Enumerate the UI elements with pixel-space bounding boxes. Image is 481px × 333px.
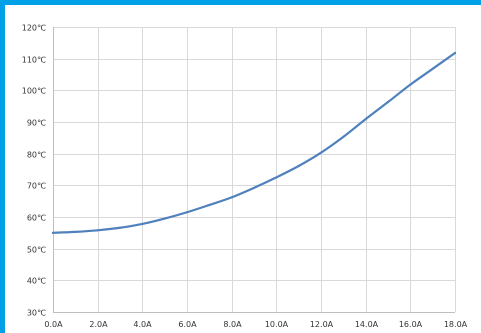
- y-tick-label: 110℃: [22, 56, 46, 65]
- data-point: [275, 176, 278, 179]
- data-point: [342, 135, 345, 138]
- x-tick-label: 8.0A: [223, 320, 242, 329]
- chart-frame: 30℃ 40℃ 50℃ 60℃ 70℃ 80℃ 90℃ 100℃ 110℃ 120℃ 0.0A 2.…: [5, 5, 481, 333]
- y-tick-label: 50℃: [27, 246, 46, 255]
- data-point: [96, 229, 99, 232]
- data-point: [252, 186, 256, 189]
- data-point: [163, 217, 166, 220]
- data-point: [431, 67, 434, 70]
- data-point: [409, 83, 412, 86]
- data-point: [364, 118, 367, 121]
- series-line: [51, 51, 457, 234]
- y-tick-label: 90℃: [27, 119, 46, 128]
- data-point: [74, 230, 77, 233]
- data-point: [185, 211, 189, 214]
- x-tick-label: 4.0A: [133, 320, 152, 329]
- data-point: [453, 51, 457, 55]
- x-tick-labels: 0.0A 2.0A 4.0A 6.0A 8.0A 10.0A 12.0A 14.0A 16.0A…: [44, 320, 467, 329]
- data-point: [118, 226, 122, 229]
- y-tick-labels: 30℃ 40℃ 50℃ 60℃ 70℃ 80℃ 90℃ 100℃ 110℃ 120℃: [22, 24, 46, 318]
- data-point: [51, 231, 55, 234]
- series-lines: [51, 51, 457, 234]
- gridlines: [53, 27, 456, 313]
- x-tick-label: 14.0A: [355, 320, 379, 329]
- x-tick-label: 6.0A: [178, 320, 197, 329]
- x-tick-label: 12.0A: [310, 320, 334, 329]
- data-point: [208, 203, 211, 207]
- x-tick-label: 16.0A: [399, 320, 423, 329]
- x-tick-label: 2.0A: [89, 320, 108, 329]
- axes: [53, 27, 455, 313]
- data-point: [386, 100, 390, 104]
- x-tick-label: 18.0A: [444, 320, 468, 329]
- x-tick-label: 10.0A: [265, 320, 289, 329]
- y-tick-label: 120℃: [22, 24, 46, 33]
- data-point: [297, 164, 300, 168]
- y-tick-label: 70℃: [27, 182, 46, 191]
- y-tick-label: 40℃: [27, 277, 46, 286]
- y-tick-label: 30℃: [27, 309, 46, 318]
- data-point: [230, 196, 233, 199]
- data-point: [319, 151, 323, 154]
- data-point: [141, 222, 144, 226]
- y-tick-label: 60℃: [27, 214, 46, 223]
- y-tick-label: 80℃: [27, 151, 46, 160]
- y-tick-label: 100℃: [22, 87, 46, 96]
- x-tick-label: 0.0A: [44, 320, 63, 329]
- line-chart: 30℃ 40℃ 50℃ 60℃ 70℃ 80℃ 90℃ 100℃ 110℃ 120℃ 0.0A 2.…: [22, 24, 468, 330]
